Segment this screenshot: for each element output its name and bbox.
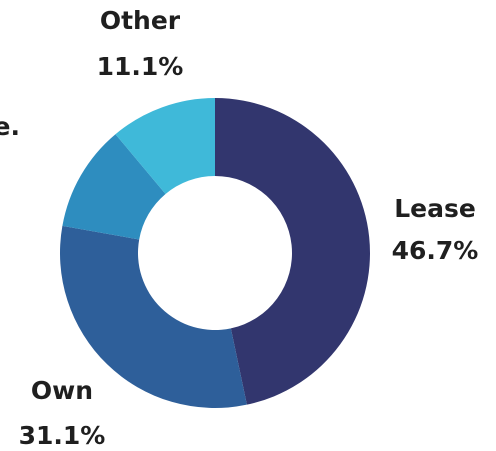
category-label: Lease (394, 194, 476, 223)
donut-segment (59, 225, 247, 409)
value-label: 31.1% (19, 421, 106, 450)
category-label: e. (0, 112, 20, 141)
value-label: 11.1% (97, 52, 184, 81)
category-label: Other (100, 6, 181, 35)
category-label: Own (31, 376, 93, 405)
donut-segment (115, 98, 215, 194)
donut-segment (215, 98, 371, 405)
donut-segment (62, 134, 166, 240)
value-label: 46.7% (392, 236, 479, 265)
